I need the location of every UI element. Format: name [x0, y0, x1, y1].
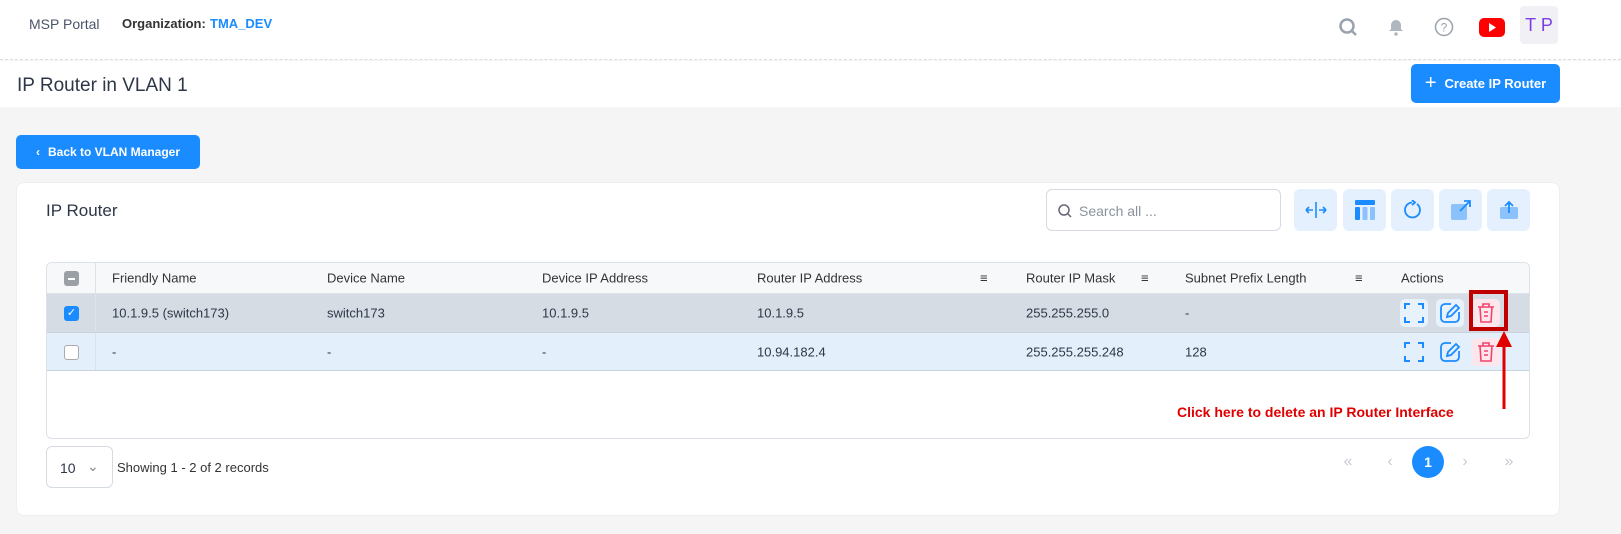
- col-actions: Actions: [1401, 270, 1444, 286]
- delete-icon[interactable]: [1472, 299, 1500, 327]
- edit-icon[interactable]: [1436, 338, 1464, 366]
- cell-friendly-name: 10.1.9.5 (switch173): [112, 305, 230, 321]
- ip-router-table: Friendly Name Device Name Device IP Addr…: [46, 262, 1530, 439]
- delete-icon[interactable]: [1472, 337, 1500, 366]
- columns-icon[interactable]: [1343, 189, 1386, 231]
- cell-router-ip: 10.94.182.4: [757, 344, 826, 359]
- cell-device-name: -: [327, 344, 332, 359]
- org-value[interactable]: TMA_DEV: [210, 16, 273, 31]
- prev-page-icon[interactable]: ‹: [1387, 453, 1393, 470]
- first-page-icon[interactable]: «: [1343, 453, 1353, 470]
- page-title: IP Router in VLAN 1: [17, 75, 188, 96]
- back-to-vlan-manager-button[interactable]: ‹ Back to VLAN Manager: [16, 135, 200, 169]
- page-size-select[interactable]: 10 ⌄: [46, 446, 113, 488]
- table-row[interactable]: ✓ 10.1.9.5 (switch173) switch173 10.1.9.…: [47, 294, 1529, 333]
- edit-icon[interactable]: [1436, 299, 1464, 327]
- chevron-left-icon: ‹: [35, 145, 40, 159]
- search-icon: [1058, 204, 1072, 218]
- expand-icon[interactable]: [1400, 338, 1428, 366]
- back-label: Back to VLAN Manager: [47, 145, 181, 159]
- top-header: MSP Portal Organization: TMA_DEV ? T P: [0, 0, 1621, 60]
- app-name[interactable]: MSP Portal: [29, 16, 100, 32]
- row-checkbox[interactable]: [64, 344, 79, 360]
- cell-prefix: -: [1185, 305, 1190, 321]
- annotation-text: Click here to delete an IP Router Interf…: [1177, 404, 1454, 420]
- cell-device-ip: 10.1.9.5: [542, 305, 589, 321]
- upload-icon[interactable]: [1487, 189, 1530, 231]
- search-icon[interactable]: [1331, 10, 1365, 44]
- bell-icon[interactable]: [1379, 10, 1413, 44]
- cell-friendly-name: -: [112, 344, 117, 359]
- chevron-down-icon: ⌄: [87, 458, 99, 474]
- cell-prefix: 128: [1185, 344, 1207, 359]
- cell-device-ip: -: [542, 344, 547, 359]
- search-input[interactable]: Search all ...: [1046, 189, 1281, 231]
- resize-columns-icon[interactable]: [1294, 189, 1337, 231]
- export-icon[interactable]: [1439, 189, 1482, 231]
- row-checkbox[interactable]: ✓: [64, 306, 79, 321]
- filter-icon[interactable]: ≡: [980, 270, 988, 286]
- col-router-ip[interactable]: Router IP Address: [757, 270, 863, 286]
- select-all-checkbox[interactable]: [64, 271, 79, 286]
- org-label: Organization:: [122, 16, 206, 31]
- create-ip-router-button[interactable]: + Create IP Router: [1411, 64, 1560, 103]
- next-page-icon[interactable]: ›: [1462, 453, 1468, 470]
- annotation-highlight-box: [1469, 290, 1508, 331]
- filter-icon[interactable]: ≡: [1355, 270, 1363, 286]
- create-ip-router-label: Create IP Router: [1444, 76, 1547, 91]
- cell-device-name: switch173: [327, 305, 385, 321]
- title-bar: IP Router in VLAN 1: [0, 61, 1621, 107]
- help-icon[interactable]: ?: [1427, 10, 1461, 44]
- page-size-value: 10: [60, 460, 76, 476]
- svg-text:?: ?: [1441, 21, 1448, 35]
- col-device-name[interactable]: Device Name: [327, 270, 406, 286]
- cell-router-mask: 255.255.255.248: [1026, 344, 1124, 359]
- col-device-ip[interactable]: Device IP Address: [542, 270, 648, 286]
- card-title: IP Router: [46, 201, 118, 220]
- page-button-current[interactable]: 1: [1412, 446, 1444, 478]
- refresh-icon[interactable]: [1391, 189, 1434, 231]
- col-subnet-prefix[interactable]: Subnet Prefix Length: [1185, 270, 1307, 286]
- cell-router-mask: 255.255.255.0: [1026, 305, 1110, 321]
- records-summary: Showing 1 - 2 of 2 records: [117, 460, 269, 475]
- plus-icon: +: [1424, 72, 1437, 94]
- last-page-icon[interactable]: »: [1504, 453, 1514, 470]
- table-row[interactable]: - - - 10.94.182.4 255.255.255.248 128: [47, 333, 1529, 371]
- expand-icon[interactable]: [1400, 299, 1428, 327]
- col-friendly-name[interactable]: Friendly Name: [112, 270, 197, 286]
- annotation-arrow-icon: [1496, 331, 1512, 409]
- col-router-mask[interactable]: Router IP Mask: [1026, 270, 1116, 286]
- search-placeholder: Search all ...: [1079, 203, 1157, 219]
- filter-icon[interactable]: ≡: [1141, 270, 1149, 286]
- youtube-icon[interactable]: [1475, 10, 1509, 44]
- table-header: Friendly Name Device Name Device IP Addr…: [47, 263, 1529, 294]
- avatar[interactable]: T P: [1520, 6, 1558, 44]
- cell-router-ip: 10.1.9.5: [757, 305, 804, 321]
